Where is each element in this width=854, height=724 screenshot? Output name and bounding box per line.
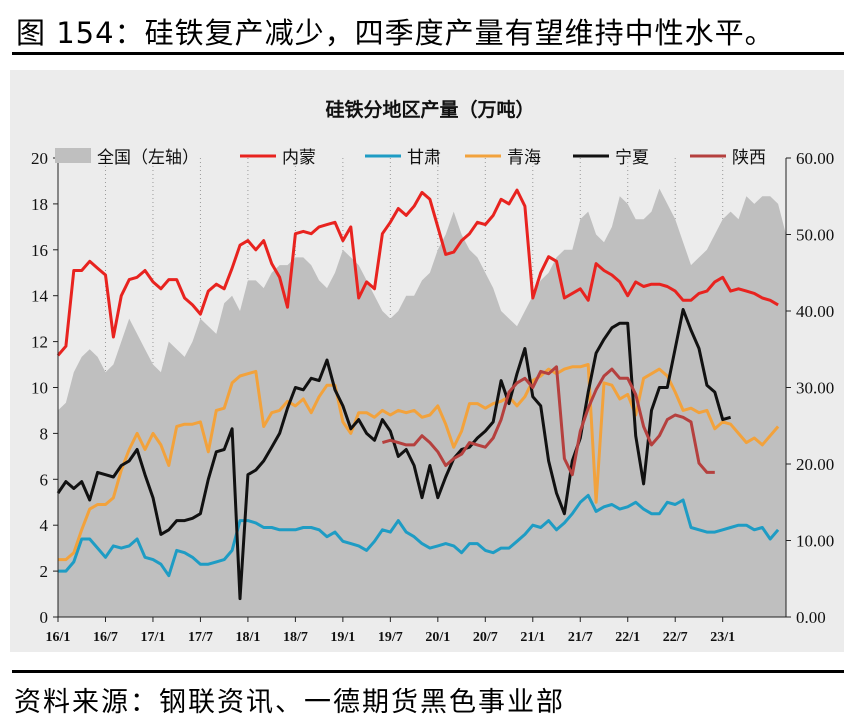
y-right-tick-label: 30.00 bbox=[796, 379, 834, 398]
y-right-tick-label: 40.00 bbox=[796, 302, 834, 321]
legend-label: 陕西 bbox=[732, 148, 766, 168]
legend-label: 甘肃 bbox=[407, 148, 441, 168]
x-tick-label: 20/1 bbox=[425, 630, 450, 645]
series-line-陕西 bbox=[381, 365, 715, 477]
x-tick-label: 21/7 bbox=[568, 630, 593, 645]
y-left-tick-label: 18 bbox=[31, 195, 48, 214]
x-tick-label: 16/7 bbox=[93, 630, 118, 645]
y-left-tick-label: 2 bbox=[40, 562, 49, 581]
y-right-tick-label: 20.00 bbox=[796, 455, 834, 474]
y-left-tick-label: 14 bbox=[31, 287, 49, 306]
y-left-tick-label: 4 bbox=[40, 516, 49, 535]
x-tick-label: 19/1 bbox=[330, 630, 355, 645]
y-left-tick-label: 12 bbox=[31, 333, 48, 352]
x-tick-label: 18/7 bbox=[283, 630, 308, 645]
y-left-tick-label: 0 bbox=[40, 608, 49, 627]
series-area-全国 bbox=[58, 188, 786, 617]
axes-layer: 16/1 16/7 17/1 17/7 18/1 18/7 19/1 19/7 20/1 20/7… bbox=[31, 149, 834, 645]
series-line-青海 bbox=[58, 363, 780, 562]
legend-swatch-area bbox=[55, 148, 91, 163]
chart-title: 硅铁分地区产量（万吨） bbox=[325, 98, 534, 121]
x-tick-label: 19/7 bbox=[378, 630, 403, 645]
legend-label: 内蒙 bbox=[282, 148, 316, 168]
x-tick-label: 23/1 bbox=[710, 630, 735, 645]
legend-label: 青海 bbox=[507, 148, 541, 168]
x-tick-label: 17/7 bbox=[188, 630, 213, 645]
y-left-tick-label: 20 bbox=[31, 149, 48, 168]
lines-layer bbox=[56, 188, 780, 601]
x-tick-label: 22/1 bbox=[615, 630, 640, 645]
series-line-甘肃 bbox=[58, 493, 780, 578]
bottom-rule bbox=[12, 670, 844, 673]
y-left-tick-label: 16 bbox=[31, 241, 48, 260]
source-note: 资料来源：钢联资讯、一德期货黑色事业部 bbox=[14, 687, 565, 718]
x-tick-label: 20/7 bbox=[473, 630, 498, 645]
y-right-tick-label: 0.00 bbox=[796, 608, 826, 627]
top-rule bbox=[12, 52, 844, 55]
legend-label: 全国（左轴） bbox=[97, 148, 199, 168]
y-right-tick-label: 50.00 bbox=[796, 226, 834, 245]
figure-title: 图 154：硅铁复产减少，四季度产量有望维持中性水平。 bbox=[16, 16, 775, 50]
chart-panel: 硅铁分地区产量（万吨） 16/1 16/7 17/1 17/7 18/1 18/7 19/1… bbox=[10, 70, 844, 652]
legend-label: 宁夏 bbox=[615, 148, 649, 168]
series-line-内蒙 bbox=[56, 188, 779, 357]
x-tick-label: 22/7 bbox=[663, 630, 688, 645]
y-right-tick-label: 10.00 bbox=[796, 532, 834, 551]
y-right-tick-label: 60.00 bbox=[796, 149, 834, 168]
x-tick-label: 17/1 bbox=[141, 630, 166, 645]
y-left-tick-label: 8 bbox=[40, 424, 49, 443]
legend: 全国（左轴） 内蒙 甘肃 青海 宁夏 陕西 bbox=[55, 148, 766, 168]
x-tick-label: 21/1 bbox=[520, 630, 545, 645]
x-tick-label: 18/1 bbox=[235, 630, 260, 645]
y-left-tick-label: 6 bbox=[40, 470, 49, 489]
chart-svg: 硅铁分地区产量（万吨） 16/1 16/7 17/1 17/7 18/1 18/7 19/1… bbox=[31, 98, 834, 645]
series-line-宁夏 bbox=[56, 308, 732, 601]
y-left-tick-label: 10 bbox=[31, 379, 48, 398]
x-tick-label: 16/1 bbox=[46, 630, 71, 645]
area-layer bbox=[58, 188, 786, 617]
